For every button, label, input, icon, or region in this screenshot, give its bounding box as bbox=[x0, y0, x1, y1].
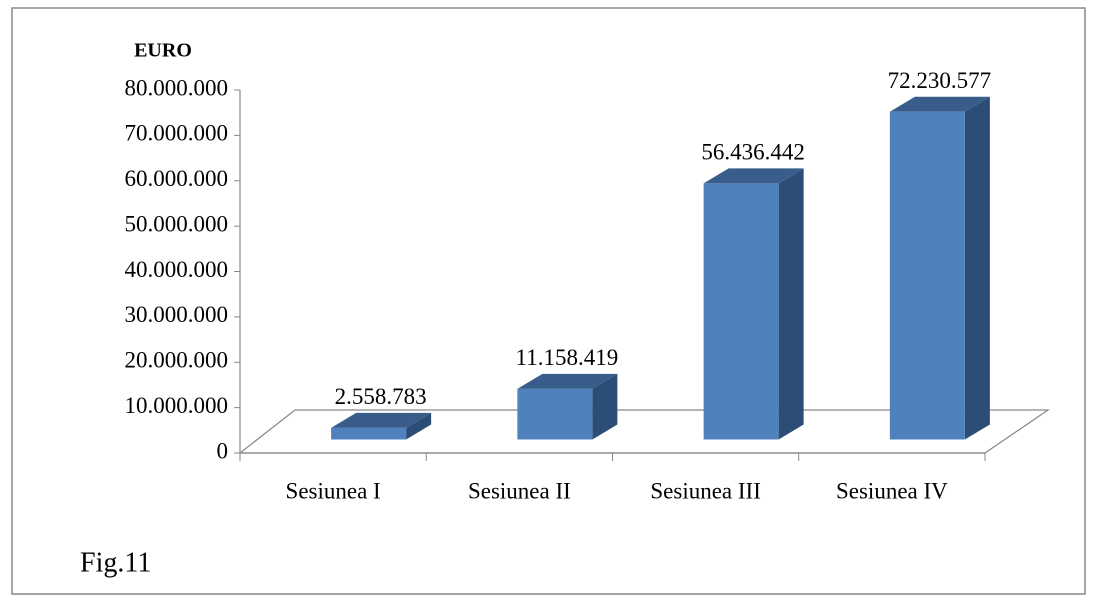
y-tick-label: 50.000.000 bbox=[125, 211, 229, 236]
bar-side bbox=[406, 412, 432, 440]
x-tick-label: Sesiunea IV bbox=[836, 478, 948, 503]
bar-top bbox=[703, 168, 804, 184]
annotation: Fig.11 bbox=[80, 547, 151, 578]
bar-top bbox=[889, 96, 990, 112]
bar bbox=[889, 111, 965, 440]
x-tick-label: Sesiunea I bbox=[286, 478, 381, 503]
bar-side bbox=[778, 168, 804, 440]
bar bbox=[331, 427, 407, 440]
y-tick-label: 20.000.000 bbox=[125, 348, 229, 373]
y-tick-label: 30.000.000 bbox=[125, 302, 229, 327]
bar bbox=[517, 388, 593, 440]
bar-top bbox=[331, 412, 432, 428]
bar-side bbox=[592, 373, 618, 440]
bar bbox=[703, 183, 779, 440]
value-label: 11.158.419 bbox=[516, 345, 619, 370]
bar-top bbox=[517, 373, 618, 389]
y-axis-label: EURO bbox=[134, 40, 192, 62]
x-tick-label: Sesiunea II bbox=[468, 478, 571, 503]
y-tick-label: 0 bbox=[217, 438, 229, 463]
bar-side bbox=[964, 96, 990, 440]
y-tick-label: 10.000.000 bbox=[125, 393, 229, 418]
y-tick-label: 40.000.000 bbox=[125, 257, 229, 282]
y-tick-label: 70.000.000 bbox=[125, 121, 229, 146]
y-tick-label: 60.000.000 bbox=[125, 166, 229, 191]
value-label: 72.230.577 bbox=[888, 68, 992, 93]
x-tick-label: Sesiunea III bbox=[650, 478, 761, 503]
y-tick-label: 80.000.000 bbox=[125, 75, 229, 100]
value-label: 2.558.783 bbox=[335, 384, 427, 409]
value-label: 56.436.442 bbox=[701, 140, 805, 165]
